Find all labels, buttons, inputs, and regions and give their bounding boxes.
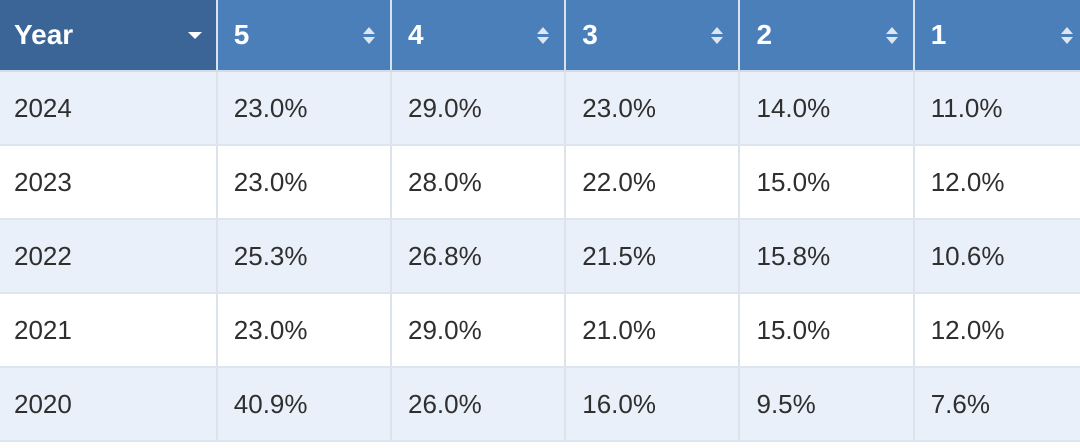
table-cell: 9.5% [738, 367, 914, 442]
column-header-label: 4 [408, 19, 424, 50]
table-cell: 12.0% [912, 145, 1080, 220]
column-header-label: Year [14, 19, 74, 50]
table-cell: 23.0% [215, 71, 392, 146]
column-header-label: 5 [233, 19, 250, 50]
table-cell: 15.0% [738, 293, 914, 368]
column-header-2[interactable]: 2 [738, 0, 914, 72]
column-header-5[interactable]: 5 [215, 0, 392, 72]
sort-icon[interactable] [885, 24, 899, 46]
table-cell: 29.0% [390, 71, 566, 146]
table-cell: 25.3% [215, 219, 392, 294]
table-cell: 14.0% [738, 71, 914, 146]
table-cell: 23.0% [215, 293, 392, 368]
column-header-label: 2 [756, 19, 773, 50]
table-cell: 26.0% [390, 367, 566, 442]
table-row: 2024 23.0% 29.0% 23.0% 14.0% 11.0% [0, 71, 1080, 146]
sort-icon[interactable] [362, 24, 376, 46]
table-cell: 21.0% [564, 293, 740, 368]
table-row: 2022 25.3% 26.8% 21.5% 15.8% 10.6% [0, 219, 1080, 294]
sort-icon[interactable] [1060, 24, 1074, 46]
table-cell: 23.0% [215, 145, 392, 220]
table-header-row: Year 5 4 [0, 0, 1080, 72]
column-header-3[interactable]: 3 [564, 0, 740, 72]
year-cell: 2023 [0, 145, 217, 220]
table-cell: 15.0% [738, 145, 914, 220]
year-cell: 2024 [0, 71, 217, 146]
table-cell: 26.8% [390, 219, 566, 294]
column-header-label: 1 [930, 19, 947, 50]
year-cell: 2022 [0, 219, 217, 294]
table-cell: 40.9% [215, 367, 392, 442]
table-cell: 11.0% [912, 71, 1080, 146]
year-cell: 2021 [0, 293, 217, 368]
table-cell: 16.0% [564, 367, 740, 442]
table-cell: 23.0% [564, 71, 740, 146]
table-cell: 7.6% [912, 367, 1080, 442]
table-cell: 21.5% [564, 219, 740, 294]
sort-icon[interactable] [710, 24, 724, 46]
caret-down-icon[interactable] [187, 31, 202, 39]
column-header-label: 3 [582, 19, 598, 50]
table-cell: 22.0% [564, 145, 740, 220]
sort-icon[interactable] [536, 24, 550, 46]
table-cell: 15.8% [738, 219, 914, 294]
column-header-year[interactable]: Year [0, 0, 217, 72]
table-cell: 28.0% [390, 145, 566, 220]
table-cell: 12.0% [912, 293, 1080, 368]
table-row: 2023 23.0% 28.0% 22.0% 15.0% 12.0% [0, 145, 1080, 220]
column-header-4[interactable]: 4 [390, 0, 566, 72]
year-cell: 2020 [0, 367, 217, 442]
table-row: 2021 23.0% 29.0% 21.0% 15.0% 12.0% [0, 293, 1080, 368]
column-header-1[interactable]: 1 [912, 0, 1080, 72]
table-row: 2020 40.9% 26.0% 16.0% 9.5% 7.6% [0, 367, 1080, 442]
table-cell: 10.6% [912, 219, 1080, 294]
table-cell: 29.0% [390, 293, 566, 368]
